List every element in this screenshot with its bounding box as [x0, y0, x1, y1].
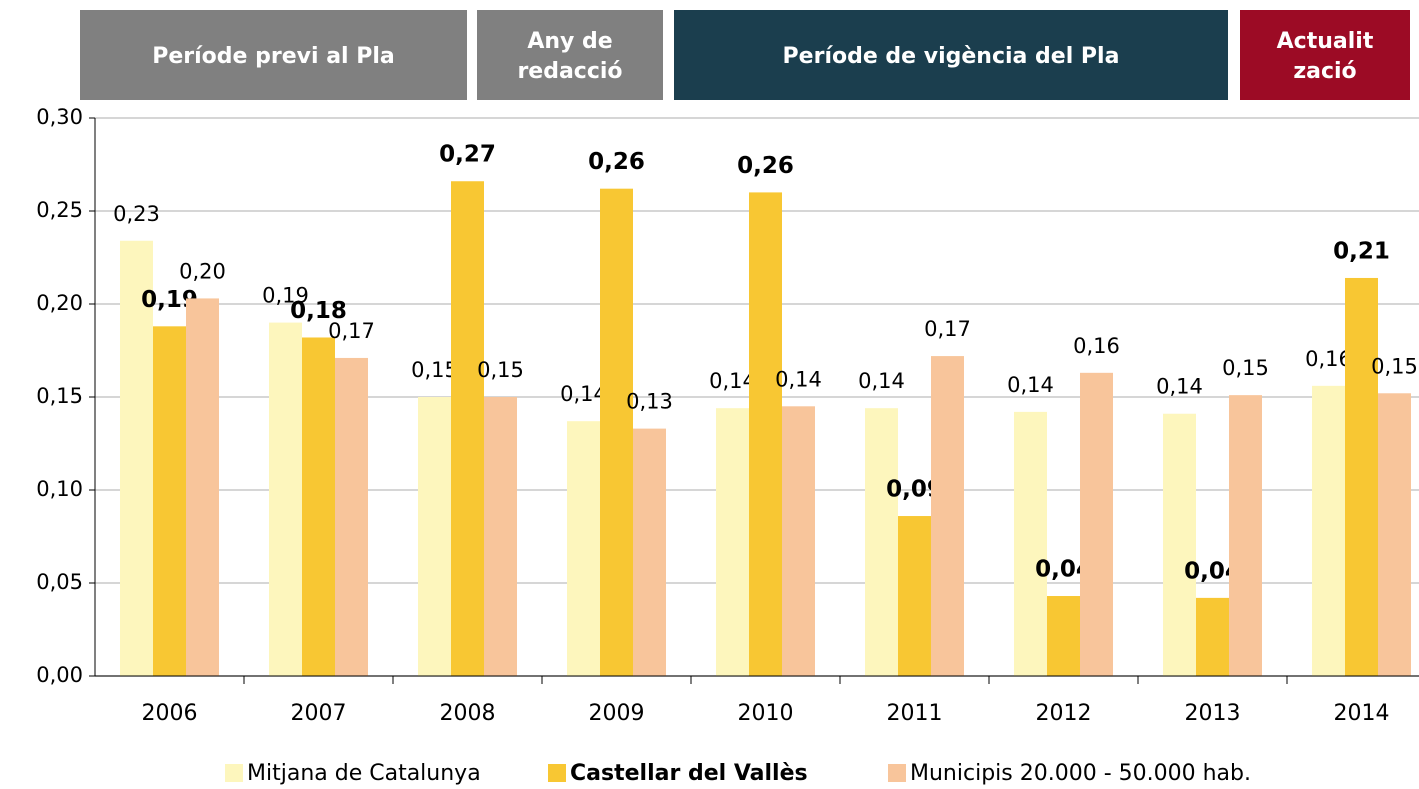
bar [782, 406, 815, 676]
data-label: 0,18 [290, 298, 347, 324]
header-band [80, 10, 467, 100]
data-label: 0,14 [1156, 375, 1203, 399]
data-label: 0,15 [477, 358, 524, 382]
y-tick-label: 0,25 [36, 198, 83, 222]
data-label: 0,17 [328, 319, 375, 343]
data-label: 0,16 [1073, 334, 1120, 358]
bar [1047, 596, 1080, 676]
header-band [674, 10, 1228, 100]
header-text: redacció [517, 59, 622, 84]
x-tick-label: 2008 [440, 701, 496, 726]
x-tick-label: 2007 [291, 701, 347, 726]
data-label: 0,19 [262, 284, 309, 308]
data-label: 0,14 [858, 369, 905, 393]
y-tick-label: 0,10 [36, 477, 83, 501]
legend-swatch [225, 764, 243, 782]
x-tick-label: 2013 [1185, 701, 1241, 726]
legend-swatch [888, 764, 906, 782]
header-text: Període previ al Pla [152, 44, 395, 69]
data-label: 0,14 [560, 382, 607, 406]
x-tick-label: 2014 [1334, 701, 1390, 726]
header-text: Actualit [1277, 29, 1374, 54]
x-tick-label: 2009 [589, 701, 645, 726]
data-label: 0,15 [411, 358, 458, 382]
data-label: 0,15 [1371, 354, 1418, 378]
data-label: 0,26 [737, 153, 794, 179]
header-text: Any de [527, 29, 612, 54]
x-tick-label: 2011 [887, 701, 943, 726]
data-label: 0,20 [179, 259, 226, 283]
bar [898, 516, 931, 676]
y-tick-label: 0,20 [36, 291, 83, 315]
y-tick-label: 0,00 [36, 663, 83, 687]
header-text: zació [1293, 59, 1356, 84]
data-label: 0,15 [1222, 356, 1269, 380]
bar [749, 192, 782, 676]
bar [1378, 393, 1411, 676]
legend-label: Castellar del Vallès [570, 761, 808, 786]
bar [567, 421, 600, 676]
x-tick-label: 2006 [142, 701, 198, 726]
bar [865, 408, 898, 676]
bar [418, 397, 451, 676]
bar [1014, 411, 1047, 676]
bar [1345, 277, 1378, 676]
legend-label: Mitjana de Catalunya [247, 761, 481, 786]
data-label: 0,23 [113, 202, 160, 226]
bar [1229, 395, 1262, 676]
bar [716, 408, 749, 676]
header-band [1240, 10, 1410, 100]
legend-swatch [548, 764, 566, 782]
bar [120, 240, 153, 676]
bar [302, 337, 335, 676]
bar [1312, 385, 1345, 676]
bar [153, 326, 186, 676]
bar [269, 322, 302, 676]
data-label: 0,27 [439, 142, 496, 168]
bar [484, 397, 517, 676]
data-label: 0,26 [588, 149, 645, 175]
data-label: 0,14 [775, 367, 822, 391]
x-tick-label: 2010 [738, 701, 794, 726]
legend-label: Municipis 20.000 - 50.000 hab. [910, 761, 1251, 786]
bar [633, 428, 666, 676]
bar [600, 188, 633, 676]
y-tick-label: 0,05 [36, 570, 83, 594]
data-label: 0,16 [1305, 347, 1352, 371]
bar [1080, 372, 1113, 676]
bar [186, 298, 219, 676]
bar [931, 356, 964, 676]
bar [1196, 597, 1229, 676]
bar [451, 181, 484, 677]
data-label: 0,21 [1333, 238, 1390, 264]
y-tick-label: 0,15 [36, 384, 83, 408]
header-text: Període de vigència del Pla [783, 44, 1120, 69]
data-label: 0,17 [924, 317, 971, 341]
bar [335, 357, 368, 676]
bar [1163, 413, 1196, 676]
y-tick-label: 0,30 [36, 105, 83, 129]
header-band [477, 10, 663, 100]
x-tick-label: 2012 [1036, 701, 1092, 726]
data-label: 0,14 [709, 369, 756, 393]
data-label: 0,13 [626, 390, 673, 414]
data-label: 0,14 [1007, 373, 1054, 397]
